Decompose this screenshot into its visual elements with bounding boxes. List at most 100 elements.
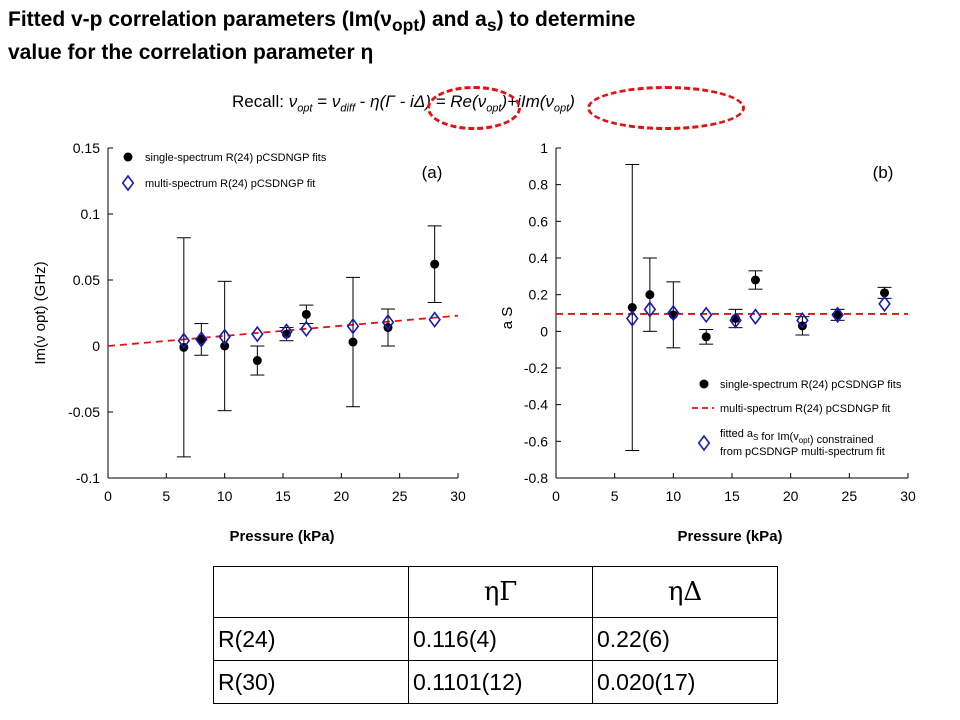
data-point-single-a	[301, 309, 311, 319]
x-tick-label-b: 0	[552, 488, 560, 504]
data-point-multi-a	[428, 311, 441, 328]
data-point-single-b	[750, 275, 760, 285]
data-point-constrained-b	[878, 295, 891, 313]
data-point-constrained-b	[729, 312, 742, 329]
eta-results-table: ηΓ ηΔ R(24) 0.116(4) 0.22(6) R(30) 0.110…	[213, 566, 778, 704]
recall-eq1: =	[312, 92, 332, 111]
title-text-a: Fitted v-p correlation parameters (Im(ν	[8, 8, 392, 31]
recall-prefix: Recall:	[232, 92, 289, 111]
y-tick-label-b: 0	[540, 323, 548, 339]
recall-nu-4: ν	[545, 92, 554, 111]
data-point-single-b	[833, 310, 843, 320]
x-tick-label-a: 10	[217, 488, 233, 504]
table-cell: 0.020(17)	[592, 660, 778, 704]
data-point-single-b	[645, 290, 655, 300]
data-point-multi-a	[177, 332, 191, 350]
data-point-constrained-b	[667, 304, 680, 322]
legend-label-constrained-b: fitted aS for Im(vopt) constrained	[720, 428, 873, 446]
panel-label-b: (b)	[873, 163, 894, 182]
y-tick-label-a: 0.1	[81, 206, 101, 222]
recall-sub-opt-3: opt	[553, 102, 570, 115]
data-point-single-b	[701, 332, 711, 342]
table-cell: 0.22(6)	[592, 617, 778, 661]
title-line-2: value for the correlation parameter η	[8, 41, 374, 65]
table-header-cell: ηΔ	[592, 566, 778, 618]
legend-label-single-b: single-spectrum R(24) pCSDNGP fits	[720, 379, 902, 391]
slide-title: Fitted v-p correlation parameters (Im(νo…	[8, 6, 948, 67]
data-point-multi-a	[218, 328, 231, 346]
data-point-single-b	[627, 303, 637, 312]
table-row: R(24) 0.116(4) 0.22(6)	[213, 617, 778, 661]
y-tick-label-a: 0	[92, 338, 100, 354]
panel-label-a: (a)	[422, 163, 443, 182]
table-cell: R(30)	[213, 660, 409, 704]
x-tick-label-b: 5	[611, 488, 619, 504]
legend-marker-constrained-b	[697, 434, 711, 452]
recall-close: )	[569, 92, 575, 111]
x-tick-label-a: 25	[392, 488, 408, 504]
table-cell: 0.1101(12)	[408, 660, 593, 704]
table-cell: R(24)	[213, 617, 409, 661]
data-point-constrained-b	[626, 310, 639, 327]
data-point-single-a	[196, 334, 206, 344]
table-header-row: ηΓ ηΔ	[213, 566, 778, 618]
x-tick-label-a: 30	[450, 488, 466, 504]
legend-marker-single-a	[123, 152, 133, 162]
data-point-multi-a	[346, 317, 360, 335]
data-point-multi-a	[300, 320, 313, 338]
y-tick-label-b: 0.4	[529, 250, 549, 266]
title-sub-s: s	[486, 15, 497, 36]
legend-label-single-a: single-spectrum R(24) pCSDNGP fits	[145, 152, 327, 164]
recall-minus: -	[355, 92, 371, 111]
data-point-multi-a	[195, 331, 208, 348]
fit-line-a	[107, 314, 459, 347]
data-point-constrained-b	[796, 312, 809, 329]
data-point-single-a	[220, 341, 230, 351]
legend-marker-multi-a	[121, 174, 135, 192]
legend-label-part: for Im(v	[758, 431, 799, 443]
data-point-multi-a	[381, 313, 395, 331]
table-header-cell: ηΓ	[408, 566, 593, 618]
x-tick-label-a: 15	[275, 488, 291, 504]
data-point-constrained-b	[749, 308, 762, 325]
title-text-c: ) to determine	[496, 8, 636, 31]
y-tick-label-b: -0.4	[524, 397, 548, 413]
y-tick-label-a: 0.05	[73, 272, 100, 288]
legend-label-fit-b: multi-spectrum R(24) pCSDNGP fit	[720, 403, 890, 415]
x-axis-label-b: Pressure (kPa)	[677, 528, 782, 545]
legend-label-constrained-b-2: from pCSDNGP multi-spectrum fit	[720, 446, 885, 458]
y-tick-label-b: -0.6	[524, 433, 548, 449]
data-point-multi-a	[251, 325, 264, 343]
recall-sub-opt: opt	[297, 102, 313, 115]
x-tick-label-a: 0	[104, 488, 112, 504]
highlight-oval-im	[587, 86, 745, 130]
data-point-constrained-b	[831, 306, 844, 324]
data-point-single-a	[348, 337, 358, 347]
x-tick-label-b: 30	[900, 488, 916, 504]
recall-sub-diff: diff	[340, 102, 356, 115]
y-tick-label-b: 0.2	[529, 287, 549, 303]
y-tick-label-b: 0.6	[529, 213, 549, 229]
data-point-constrained-b	[699, 306, 713, 324]
legend-label-multi-a: multi-spectrum R(24) pCSDNGP fit	[145, 178, 315, 190]
x-tick-label-a: 20	[334, 488, 350, 504]
x-tick-label-a: 5	[162, 488, 170, 504]
title-text-b: ) and a	[419, 8, 487, 31]
x-tick-label-b: 15	[724, 488, 740, 504]
legend-label-part: S	[753, 433, 758, 442]
x-tick-label-b: 20	[783, 488, 799, 504]
y-tick-label-a: -0.05	[68, 404, 100, 420]
y-tick-label-b: 1	[540, 140, 548, 156]
table-cell: 0.116(4)	[408, 617, 593, 661]
highlight-oval-eta	[427, 86, 521, 130]
legend-label-part: ) constrained	[810, 434, 874, 446]
table-header-cell	[213, 566, 409, 618]
x-tick-label-b: 10	[666, 488, 682, 504]
y-axis-label-a: Im(ν opt) (GHz)	[32, 261, 49, 364]
data-point-single-a	[430, 259, 440, 269]
title-sub-opt: opt	[391, 15, 420, 36]
legend-label-part: opt	[799, 436, 811, 445]
legend-label-part: fitted a	[720, 428, 754, 440]
y-tick-label-a: 0.15	[73, 140, 100, 156]
data-point-multi-a	[280, 323, 293, 340]
